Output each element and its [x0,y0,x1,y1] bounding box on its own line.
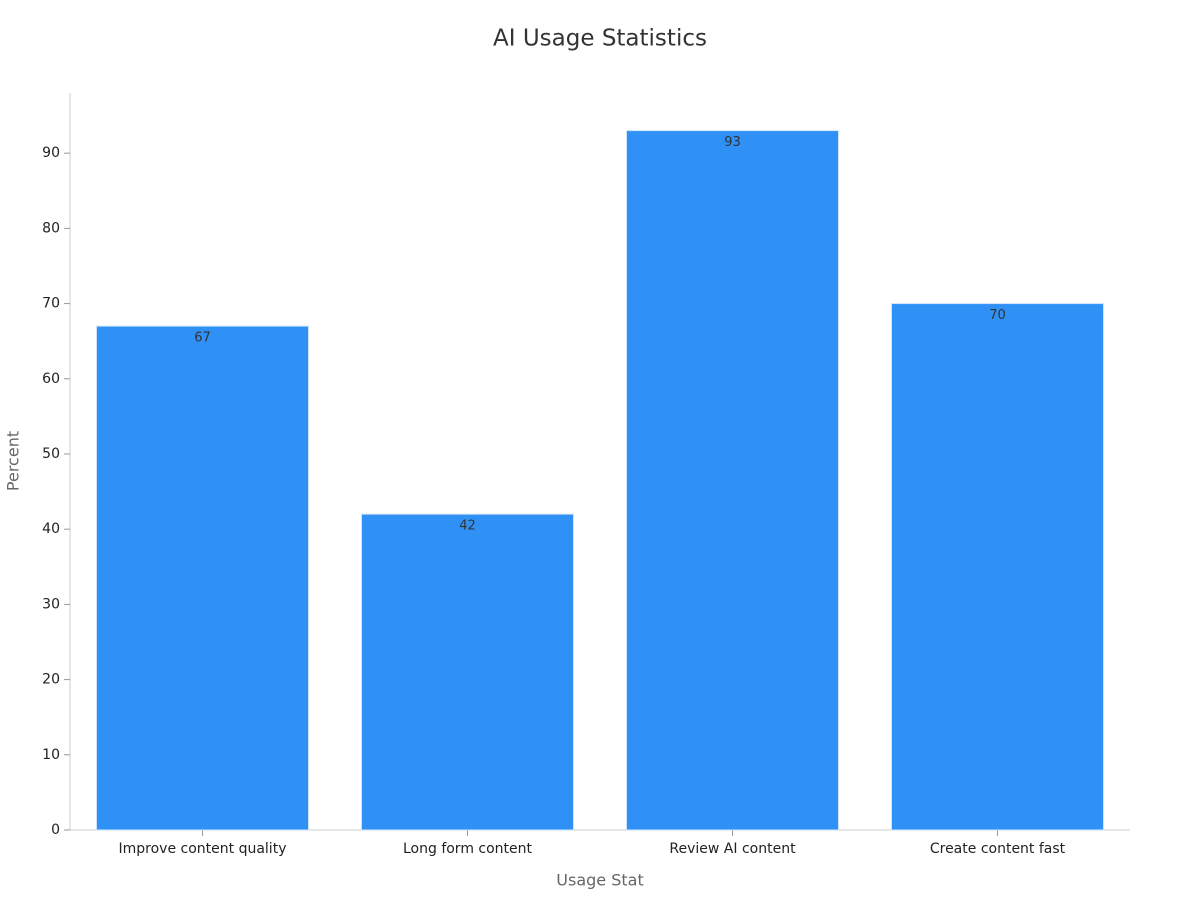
x-tick-label: Review AI content [669,841,796,857]
y-tick-label: 80 [42,220,60,236]
y-tick-label: 70 [42,296,60,312]
bar [361,513,574,831]
y-tick-label: 20 [42,672,60,688]
y-tick-label: 10 [42,747,60,763]
y-tick-label: 40 [42,521,60,537]
value-label: 67 [194,331,211,346]
y-tick-label: 90 [42,145,60,161]
value-label: 93 [724,135,741,150]
y-tick-label: 60 [42,371,60,387]
x-tick-label: Long form content [403,841,533,857]
x-axis-label: Usage Stat [556,871,643,890]
x-tick-label: Improve content quality [119,841,287,857]
bar [891,303,1104,831]
bar [626,130,839,831]
y-axis-label: Percent [4,431,23,491]
y-tick-label: 30 [42,596,60,612]
chart-title: AI Usage Statistics [493,26,707,52]
bar [96,325,309,831]
y-tick-label: 0 [51,822,60,838]
y-tick-label: 50 [42,446,60,462]
value-label: 42 [459,519,476,534]
x-tick-label: Create content fast [930,841,1066,857]
value-label: 70 [989,308,1006,323]
